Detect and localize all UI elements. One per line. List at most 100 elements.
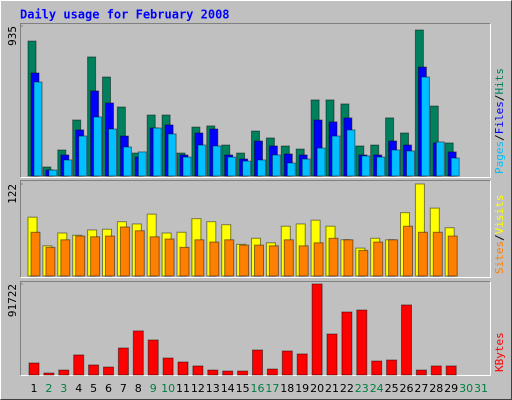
bar	[179, 246, 190, 277]
bar	[209, 241, 220, 277]
legend-separator: /	[493, 134, 506, 141]
x-tick-label: 19	[295, 382, 309, 395]
bar	[403, 225, 413, 277]
bar	[268, 245, 279, 277]
bar	[75, 235, 86, 277]
legend-entry: Files	[493, 101, 506, 134]
legend-entry: Hits	[493, 68, 506, 95]
bar	[239, 244, 250, 277]
bar	[373, 241, 384, 277]
bar	[415, 369, 427, 376]
bar	[283, 239, 294, 277]
x-tick-label: 28	[429, 382, 443, 395]
bar	[406, 150, 415, 177]
bar	[401, 304, 412, 376]
bar	[197, 144, 207, 177]
panel-border-light	[20, 180, 491, 278]
panel-border-light	[20, 281, 491, 376]
bar	[149, 236, 160, 277]
bar	[117, 347, 129, 376]
bar	[43, 372, 55, 376]
x-tick-label: 22	[340, 382, 354, 395]
bar	[207, 369, 219, 376]
x-tick-label: 15	[236, 382, 250, 395]
bar	[447, 235, 458, 277]
x-tick-label: 30	[459, 382, 473, 395]
x-tick-label: 14	[221, 382, 235, 395]
x-tick-label: 13	[206, 382, 220, 395]
x-tick-label: 21	[325, 382, 339, 395]
bar	[30, 231, 41, 277]
bar	[237, 370, 249, 376]
bar	[343, 239, 354, 277]
bar	[58, 369, 70, 376]
bar	[192, 365, 204, 376]
bar	[252, 349, 263, 376]
bar	[222, 370, 234, 376]
bar	[134, 230, 145, 277]
bar	[435, 141, 445, 177]
bar	[376, 156, 386, 177]
x-tick-label: 2	[45, 382, 52, 395]
x-tick-label: 25	[385, 382, 399, 395]
bar	[388, 239, 399, 277]
bar	[257, 159, 266, 177]
bar	[296, 353, 308, 376]
bar	[147, 339, 159, 376]
bar	[194, 239, 205, 277]
bar	[224, 239, 235, 277]
bar	[137, 151, 147, 177]
bar	[432, 231, 443, 277]
bar	[430, 365, 442, 376]
bar	[45, 246, 56, 277]
legend-entry: Sites	[493, 241, 506, 274]
bar	[177, 361, 189, 376]
bar	[386, 359, 398, 376]
x-tick-label: 8	[135, 382, 142, 395]
legend: KBytes	[493, 332, 506, 372]
bar	[311, 283, 323, 376]
legend: Sites/Visits	[493, 195, 506, 275]
bar	[450, 157, 460, 177]
bar	[254, 244, 264, 277]
bar	[358, 249, 369, 277]
bar	[73, 354, 85, 376]
bar	[420, 76, 430, 177]
bar	[90, 236, 101, 277]
y-tick-label: 91722	[6, 284, 19, 317]
chart-title: Daily usage for February 2008	[20, 8, 230, 22]
panel-border-dark	[20, 23, 491, 178]
bar	[88, 364, 100, 376]
bar	[28, 362, 40, 376]
panel-border-dark	[20, 281, 491, 376]
bar	[78, 135, 88, 177]
bar	[242, 160, 252, 177]
x-tick-label: 1	[31, 382, 38, 395]
x-tick-label: 23	[355, 382, 369, 395]
x-tick-label: 6	[105, 382, 112, 395]
legend-entry: Visits	[493, 195, 506, 235]
bar	[108, 128, 117, 177]
x-tick-label: 26	[400, 382, 414, 395]
bar	[266, 368, 278, 376]
bar	[346, 129, 356, 177]
y-tick-label: 935	[6, 26, 19, 46]
x-tick-label: 11	[176, 382, 190, 395]
x-tick-label: 29	[444, 382, 458, 395]
x-tick-label: 16	[251, 382, 265, 395]
x-tick-label: 27	[414, 382, 428, 395]
bar	[63, 159, 73, 177]
bar	[33, 81, 43, 177]
bar	[48, 169, 58, 177]
legend-entry: Pages	[493, 141, 506, 174]
bar	[182, 156, 192, 177]
bar	[356, 309, 368, 376]
bar	[328, 237, 339, 277]
bar	[271, 154, 281, 177]
x-tick-label: 18	[280, 382, 294, 395]
bar	[152, 127, 162, 177]
bar	[164, 238, 175, 277]
x-tick-label: 12	[191, 382, 205, 395]
bar	[119, 226, 130, 277]
